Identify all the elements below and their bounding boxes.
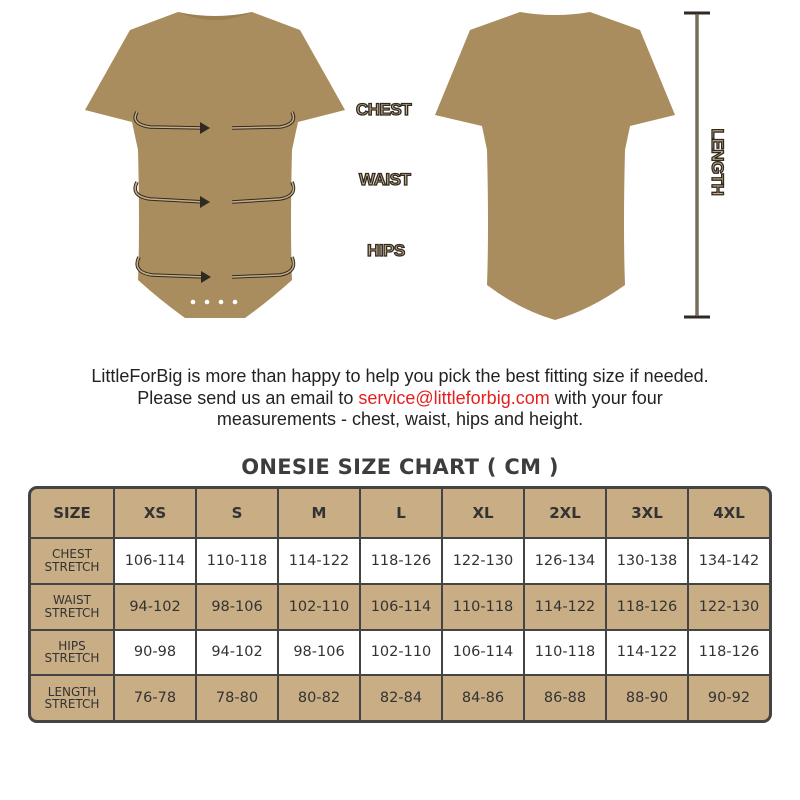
table-cell: 90-98: [115, 630, 195, 675]
table-cell: 122-130: [443, 539, 523, 583]
row-label: CHEST STRETCH: [31, 539, 113, 583]
table-cell: 114-122: [525, 584, 605, 629]
header-size: SIZE: [31, 489, 113, 537]
table-cell: 84-86: [443, 676, 523, 720]
table-cell: 118-126: [361, 539, 441, 583]
garment-illustration: [85, 11, 710, 320]
header-m: M: [279, 489, 359, 537]
onesie-front: [85, 12, 345, 318]
header-xl: XL: [443, 489, 523, 537]
table-cell: 76-78: [115, 676, 195, 720]
header-2xl: 2XL: [525, 489, 605, 537]
table-cell: 110-118: [443, 584, 523, 629]
table-cell: 80-82: [279, 676, 359, 720]
waist-label: WAIST: [358, 169, 411, 189]
onesie-back: [435, 12, 675, 320]
message-line-1: LittleForBig is more than happy to help …: [91, 366, 709, 386]
message-text: Please send us an email to: [137, 387, 359, 408]
message-text: with your four: [549, 387, 663, 408]
length-label: LENGTH: [707, 128, 727, 196]
table-cell: 86-88: [525, 676, 605, 720]
message-line-2: Please send us an email to service@littl…: [0, 388, 800, 410]
table-cell: 106-114: [115, 539, 195, 583]
table-cell: 98-106: [197, 584, 277, 629]
row-label: WAIST STRETCH: [31, 584, 113, 629]
table-cell: 98-106: [279, 630, 359, 675]
header-3xl: 3XL: [607, 489, 687, 537]
table-cell: 122-130: [689, 584, 769, 629]
header-xs: XS: [115, 489, 195, 537]
size-chart-title: ONESIE SIZE CHART ( CM ): [241, 455, 559, 479]
table-cell: 82-84: [361, 676, 441, 720]
table-cell: 88-90: [607, 676, 687, 720]
table-cell: 114-122: [607, 630, 687, 675]
table-cell: 130-138: [607, 539, 687, 583]
table-cell: 110-118: [525, 630, 605, 675]
table-cell: 106-114: [443, 630, 523, 675]
table-cell: 106-114: [361, 584, 441, 629]
help-message: LittleForBig is more than happy to help …: [0, 366, 800, 431]
hips-label: HIPS: [366, 240, 405, 260]
table-cell: 90-92: [689, 676, 769, 720]
table-cell: 110-118: [197, 539, 277, 583]
table-cell: 102-110: [361, 630, 441, 675]
size-chart-table: SIZE XS S M L XL 2XL 3XL 4XL CHEST STRETCH 106-114…: [28, 486, 772, 723]
table-cell: 134-142: [689, 539, 769, 583]
email-link[interactable]: service@littleforbig.com: [358, 387, 550, 408]
table-cell: 94-102: [197, 630, 277, 675]
header-l: L: [361, 489, 441, 537]
table-cell: 118-126: [689, 630, 769, 675]
row-label: HIPS STRETCH: [31, 630, 113, 675]
table-cell: 114-122: [279, 539, 359, 583]
chest-label: CHEST: [355, 99, 412, 119]
header-4xl: 4XL: [689, 489, 769, 537]
header-s: S: [197, 489, 277, 537]
table-cell: 78-80: [197, 676, 277, 720]
table-cell: 102-110: [279, 584, 359, 629]
table-cell: 94-102: [115, 584, 195, 629]
table-cell: 118-126: [607, 584, 687, 629]
message-line-3: measurements - chest, waist, hips and he…: [216, 409, 584, 429]
row-label: LENGTH STRETCH: [31, 676, 113, 720]
table-cell: 126-134: [525, 539, 605, 583]
